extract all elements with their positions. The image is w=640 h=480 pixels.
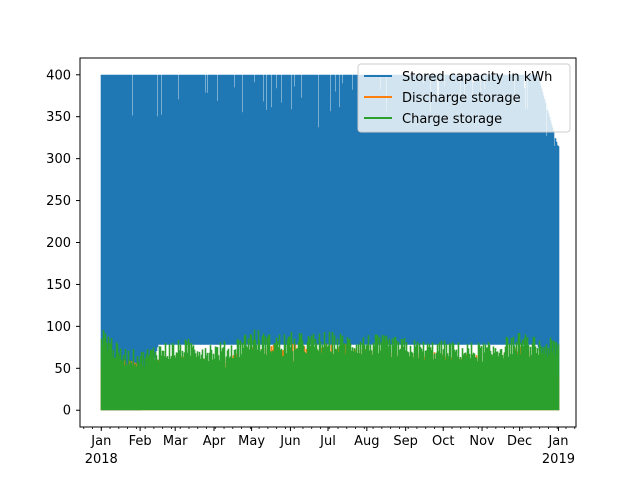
- series-layer: [100, 74, 560, 411]
- y-tick-label: 300: [46, 152, 71, 167]
- x-tick-year-label: 2019: [542, 452, 575, 467]
- legend-label: Charge storage: [402, 112, 502, 127]
- legend-box: [357, 63, 571, 133]
- x-axis: Jan 2018 Feb Mar Apr May Jun Jul Aug Sep Oct Nov Dec…: [83, 427, 576, 467]
- series-band: [100, 329, 560, 411]
- y-tick-label: 400: [46, 68, 71, 83]
- legend: Stored capacity in kWh Discharge storage C…: [357, 63, 571, 133]
- series-band: [100, 74, 560, 411]
- legend-label: Discharge storage: [402, 91, 521, 106]
- legend-label: Stored capacity in kWh: [402, 70, 552, 85]
- x-tick-label: Nov: [469, 434, 495, 449]
- x-tick-year-label: 2018: [85, 452, 118, 467]
- y-tick-label: 100: [46, 320, 71, 335]
- x-tick-label: Mar: [163, 434, 188, 449]
- y-tick-label: 250: [46, 194, 71, 209]
- y-tick-label: 350: [46, 110, 71, 125]
- x-tick-label: Dec: [507, 434, 532, 449]
- y-tick-label: 0: [63, 404, 71, 419]
- y-axis: 0 50 100 150 200 250 300 350 400: [46, 68, 80, 419]
- x-tick-label: Jan: [547, 434, 568, 449]
- y-tick-label: 150: [46, 278, 71, 293]
- x-tick-label: Sep: [393, 434, 418, 449]
- x-tick-label: May: [238, 434, 265, 449]
- x-tick-label: Feb: [129, 434, 152, 449]
- y-tick-label: 200: [46, 236, 71, 251]
- series-charge-storage: [100, 329, 560, 411]
- series-stored-capacity-in-kwh: [100, 74, 560, 411]
- x-tick-label: Jan: [90, 434, 111, 449]
- x-tick-label: Aug: [354, 434, 379, 449]
- x-tick-label: Oct: [432, 434, 454, 449]
- y-tick-label: 50: [54, 362, 71, 377]
- x-tick-label: Jun: [279, 434, 300, 449]
- x-tick-label: Apr: [203, 434, 226, 449]
- x-tick-label: Jul: [319, 434, 336, 449]
